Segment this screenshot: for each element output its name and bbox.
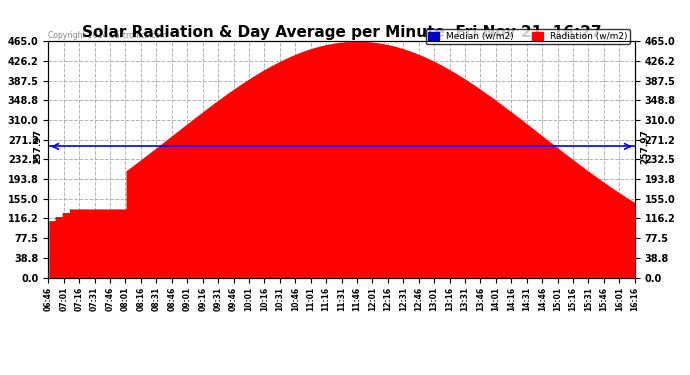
Title: Solar Radiation & Day Average per Minute  Fri Nov 21  16:27: Solar Radiation & Day Average per Minute… xyxy=(81,25,602,40)
Text: Copyright 2014 Cartronics.com: Copyright 2014 Cartronics.com xyxy=(48,31,168,40)
Text: 257.97: 257.97 xyxy=(641,129,650,164)
Text: 257.97: 257.97 xyxy=(33,129,43,164)
Legend: Median (w/m2), Radiation (w/m2): Median (w/m2), Radiation (w/m2) xyxy=(426,29,630,44)
